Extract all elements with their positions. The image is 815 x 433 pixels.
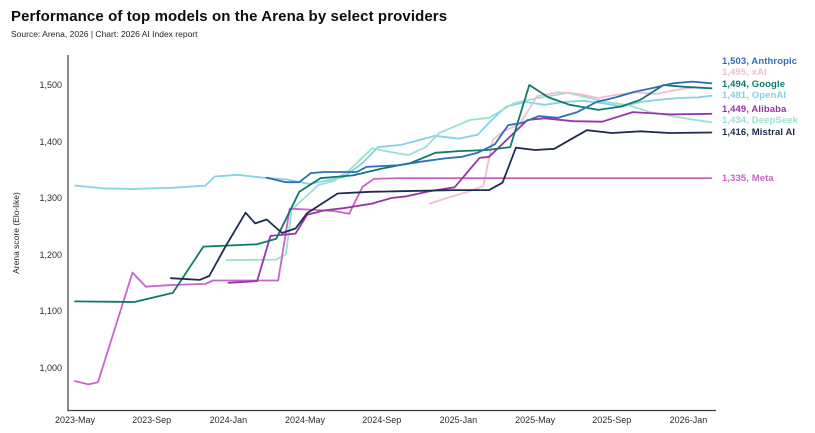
series-line-alibaba — [227, 111, 713, 284]
page-title: Performance of top models on the Arena b… — [11, 8, 448, 25]
y-tick-label: 1,200 — [39, 249, 62, 260]
series-line-google — [74, 84, 713, 303]
series-line-xai — [428, 86, 713, 205]
x-tick-label: 2025-May — [515, 415, 556, 425]
series-line-anthropic — [265, 80, 713, 184]
x-tick-label: 2023-Sep — [132, 415, 172, 425]
y-tick-label: 1,400 — [39, 136, 62, 147]
series-line-openai — [74, 94, 713, 190]
series-end-label-mistral-ai: 1,416, Mistral AI — [722, 126, 796, 138]
series-end-label-deepseek: 1,434, DeepSeek — [722, 115, 798, 127]
series-end-label-anthropic: 1,503, Anthropic — [722, 55, 798, 67]
series-line-meta — [74, 177, 713, 386]
y-tick-label: 1,300 — [39, 193, 62, 203]
x-tick-label: 2026-Jan — [669, 415, 708, 425]
x-tick-label: 2024-May — [285, 415, 326, 425]
x-tick-label: 2023-May — [54, 415, 96, 425]
series-end-label-alibaba: 1,449, Alibaba — [722, 103, 787, 115]
series-end-label-openai: 1,481, OpenAI — [722, 90, 787, 102]
y-tick-label: 1,000 — [39, 362, 62, 373]
series-end-label-xai: 1,495, xAI — [722, 67, 767, 79]
y-tick-label: 1,100 — [39, 306, 62, 316]
y-tick-label: 1,500 — [39, 80, 62, 90]
series-line-mistral-ai — [169, 129, 713, 281]
x-tick-label: 2024-Jan — [209, 415, 248, 425]
x-tick-label: 2024-Sep — [362, 415, 402, 425]
chart-source-note: Source: Arena, 2026 | Chart: 2026 AI Ind… — [11, 29, 198, 39]
series-line-deepseek — [225, 92, 713, 262]
series-end-label-google: 1,494, Google — [722, 78, 786, 90]
x-tick-label: 2025-Sep — [592, 415, 632, 425]
axis-frame — [67, 55, 716, 412]
x-tick-label: 2025-Jan — [439, 415, 478, 425]
series-end-label-meta: 1,335, Meta — [722, 172, 774, 184]
